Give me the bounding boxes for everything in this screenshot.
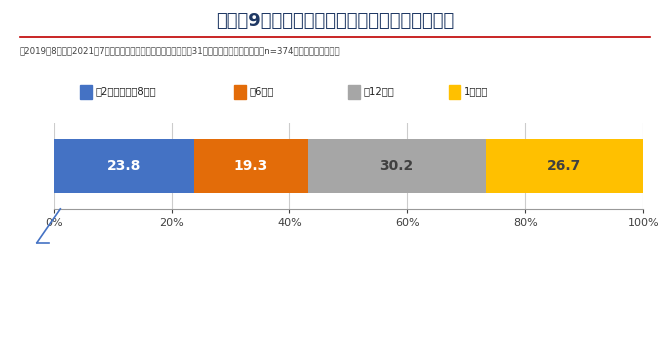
Text: 1年以上: 1年以上: [464, 86, 488, 96]
Text: ～12カ月: ～12カ月: [363, 86, 394, 96]
Text: 計画書提出者34人のうち、産後8週休利用申請者：20人　※利用率：57.1%: 計画書提出者34人のうち、産後8週休利用申請者：20人 ※利用率：57.1%: [62, 332, 306, 342]
Text: 23.8: 23.8: [107, 159, 141, 173]
Bar: [308, 140, 486, 192]
Text: （ご参考）: （ご参考）: [62, 268, 96, 278]
Text: シート9　出生から最初の休業日取得までの期間: シート9 出生から最初の休業日取得までの期間: [216, 12, 454, 30]
Text: 30.2: 30.2: [380, 159, 414, 173]
Text: ～6カ月: ～6カ月: [249, 86, 273, 96]
Bar: [54, 140, 194, 192]
Text: 26.7: 26.7: [547, 159, 582, 173]
Text: 2021年4月以降出生数：113人　※8月末現在人事登録済み分: 2021年4月以降出生数：113人 ※8月末現在人事登録済み分: [62, 295, 262, 305]
Bar: [194, 140, 308, 192]
Text: 19.3: 19.3: [234, 159, 268, 173]
Bar: [486, 140, 643, 192]
Text: （2019年8月から2021年7月に子が生まれ、取得完了済もしくは31日以上の計画書提出済者（n=374）データから作成）: （2019年8月から2021年7月に子が生まれ、取得完了済もしくは31日以上の計…: [20, 46, 341, 55]
Text: ～2カ月（産後8週）: ～2カ月（産後8週）: [95, 86, 155, 96]
